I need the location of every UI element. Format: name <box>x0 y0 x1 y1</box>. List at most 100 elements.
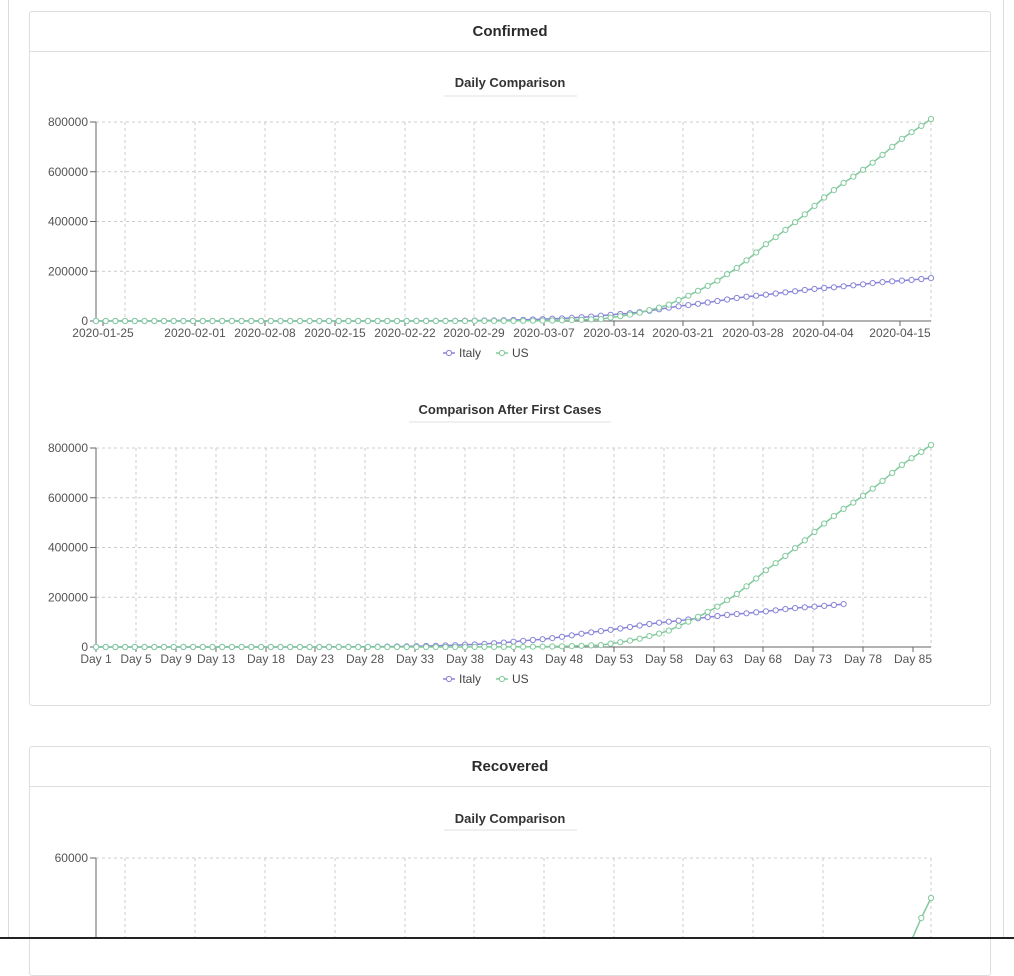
data-point <box>258 317 265 325</box>
data-point <box>675 617 682 624</box>
data-point <box>228 643 235 651</box>
data-point <box>743 293 750 300</box>
data-point <box>840 179 847 186</box>
x-tick-label: 2020-01-25 <box>72 326 134 340</box>
y-tick-label: 200000 <box>48 590 88 604</box>
data-point <box>413 317 420 325</box>
data-point <box>850 173 857 180</box>
data-point <box>830 513 838 520</box>
data-point <box>180 317 187 325</box>
x-tick-label: 2020-02-22 <box>374 326 436 340</box>
data-point <box>656 619 663 626</box>
data-point <box>403 317 410 325</box>
data-point <box>529 643 537 650</box>
data-point <box>481 317 488 324</box>
data-point <box>869 280 876 287</box>
series-line <box>911 897 932 939</box>
data-point <box>743 257 750 264</box>
series-us <box>92 441 935 651</box>
data-point <box>374 317 381 325</box>
data-point <box>471 317 478 324</box>
data-point <box>918 275 925 283</box>
data-point <box>656 630 663 637</box>
data-point <box>306 643 313 651</box>
data-point <box>879 151 886 158</box>
data-point <box>724 271 731 278</box>
data-point <box>190 643 197 651</box>
data-point <box>413 643 420 651</box>
data-point <box>151 643 158 651</box>
data-point <box>675 297 682 304</box>
data-point <box>393 643 401 651</box>
data-point <box>927 115 935 123</box>
data-point <box>859 166 867 173</box>
x-tick-label: Day 73 <box>794 652 832 666</box>
x-tick-label: 2020-03-14 <box>583 326 645 340</box>
chart-title: Comparison After First Cases <box>418 402 601 417</box>
data-point <box>558 317 566 324</box>
data-point <box>131 317 138 325</box>
data-point <box>122 643 129 651</box>
data-point <box>238 317 245 325</box>
data-point <box>539 643 546 650</box>
data-point <box>102 643 109 651</box>
x-tick-label: Day 58 <box>645 652 683 666</box>
data-point <box>733 610 740 618</box>
data-point <box>927 441 935 449</box>
data-point <box>597 316 605 323</box>
data-point <box>92 643 100 651</box>
data-point <box>869 159 876 166</box>
data-point <box>724 296 731 303</box>
y-tick-label: 0 <box>81 640 88 654</box>
data-point <box>830 601 838 609</box>
data-point <box>510 643 517 651</box>
x-tick-label: Day 13 <box>197 652 235 666</box>
data-point <box>792 219 799 226</box>
x-tick-label: Day 68 <box>744 652 782 666</box>
x-tick-label: 2020-02-01 <box>164 326 226 340</box>
data-point <box>296 317 303 325</box>
y-tick-label: 200000 <box>48 264 88 278</box>
data-point <box>355 317 362 325</box>
x-tick-label: 2020-02-29 <box>443 326 505 340</box>
data-point <box>704 614 711 621</box>
x-tick-label: Day 85 <box>894 652 932 666</box>
data-point <box>442 643 449 651</box>
data-point <box>364 643 371 651</box>
series-italy <box>92 275 935 325</box>
data-point <box>219 317 226 325</box>
data-point <box>908 276 915 283</box>
data-point <box>170 643 177 651</box>
data-point <box>617 625 624 632</box>
data-point <box>753 575 760 582</box>
data-point <box>821 194 828 201</box>
data-point <box>792 288 799 295</box>
legend-marker <box>498 675 506 683</box>
data-point <box>714 612 721 620</box>
data-point <box>821 602 828 610</box>
data-point <box>927 275 935 282</box>
data-point <box>801 211 808 218</box>
data-point <box>122 317 129 325</box>
data-point <box>151 317 158 325</box>
data-point <box>918 448 925 455</box>
data-point <box>675 303 682 310</box>
data-point <box>199 643 206 651</box>
data-point <box>228 317 235 325</box>
data-point <box>481 643 488 651</box>
data-point <box>636 309 643 316</box>
data-point <box>160 643 168 651</box>
x-tick-label: Day 5 <box>120 652 152 666</box>
data-point <box>918 914 925 922</box>
data-point <box>296 643 303 651</box>
charts-canvas: Daily Comparison800000600000400000200000… <box>48 75 935 939</box>
data-point <box>646 307 653 314</box>
x-tick-label: Day 78 <box>844 652 882 666</box>
data-point <box>597 628 605 635</box>
data-point <box>190 317 197 325</box>
data-point <box>694 287 702 294</box>
x-tick-label: Day 38 <box>446 652 484 666</box>
data-point <box>316 643 323 651</box>
data-point <box>345 643 352 651</box>
window-bottom-edge <box>0 937 1014 939</box>
